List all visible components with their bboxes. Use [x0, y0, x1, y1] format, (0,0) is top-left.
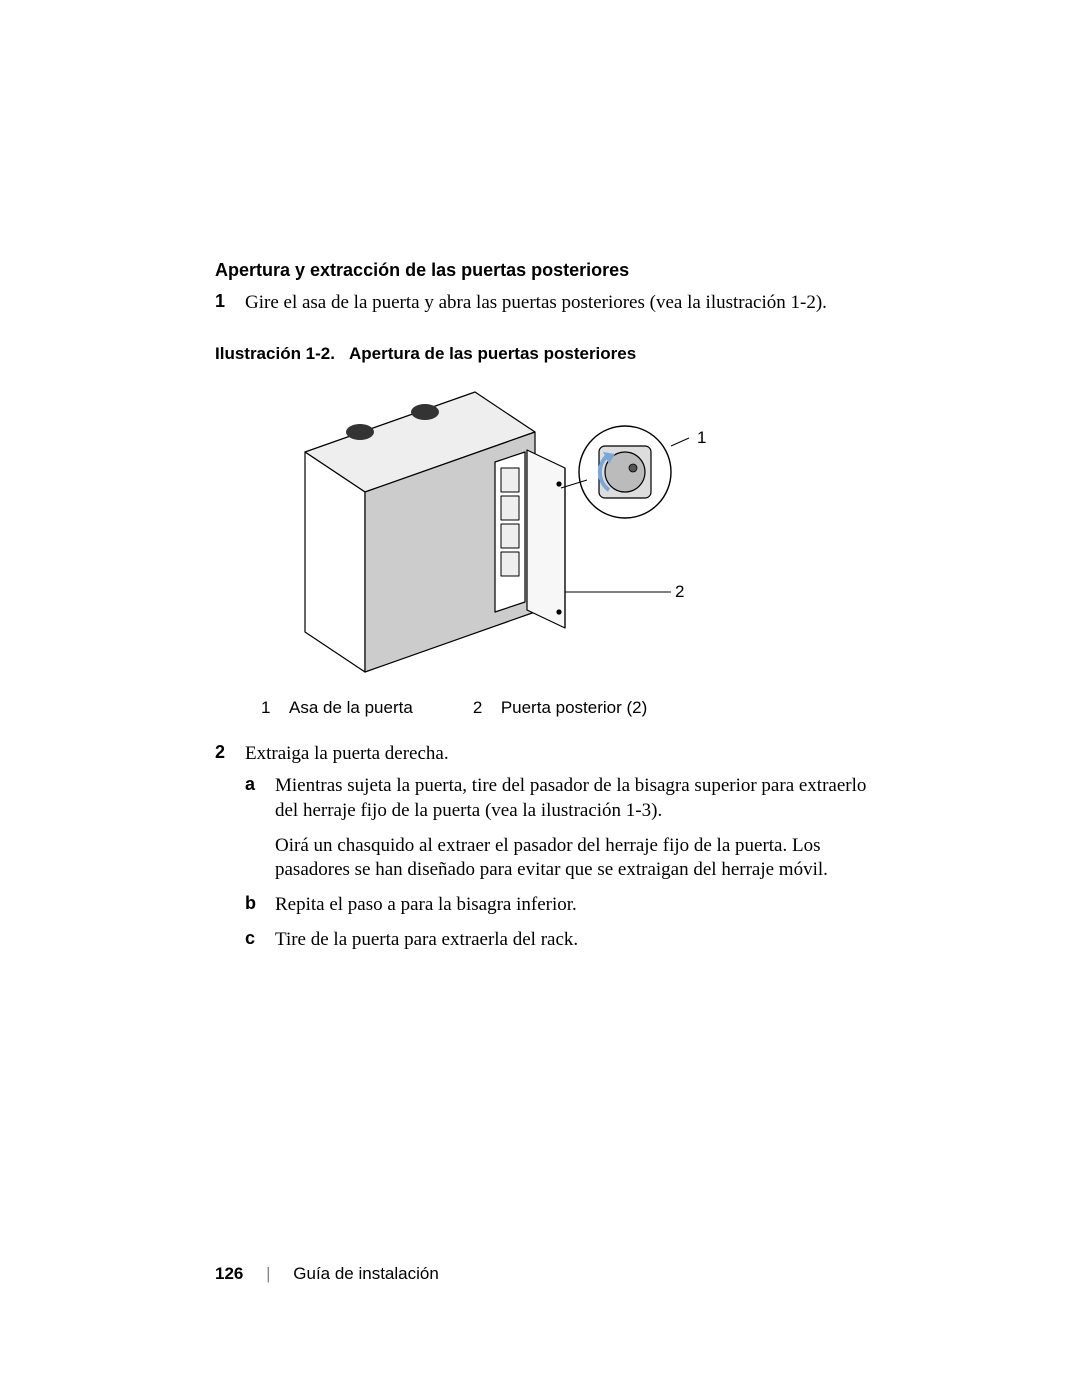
figure-label: Ilustración 1-2.: [215, 344, 335, 363]
legend-text-2: Puerta posterior (2): [501, 698, 647, 718]
step-2a-note: Oirá un chasquido al extraer el pasador …: [275, 834, 870, 883]
callout-1: 1: [697, 428, 706, 448]
step-number: 1: [215, 291, 245, 316]
legend-num-1: 1: [261, 698, 289, 718]
footer-separator: |: [266, 1264, 270, 1283]
figure-illustration: 1 2: [215, 372, 870, 692]
section-heading: Apertura y extracción de las puertas pos…: [215, 260, 870, 281]
figure-title: Apertura de las puertas posteriores: [349, 344, 636, 363]
page-number: 126: [215, 1264, 243, 1283]
legend-num-2: 2: [473, 698, 501, 718]
rack-diagram-icon: [265, 372, 695, 682]
substep-letter: b: [245, 893, 275, 918]
footer-book-title: Guía de instalación: [293, 1264, 439, 1283]
substep-letter: a: [245, 774, 275, 823]
legend-text-1: Asa de la puerta: [289, 698, 413, 718]
substep-text: Tire de la puerta para extraerla del rac…: [275, 928, 870, 953]
step-text: Extraiga la puerta derecha.: [245, 742, 870, 767]
step-text: Gire el asa de la puerta y abra las puer…: [245, 291, 870, 316]
substep-letter: c: [245, 928, 275, 953]
step-number: 2: [215, 742, 245, 767]
step-2a: a Mientras sujeta la puerta, tire del pa…: [245, 774, 870, 823]
page-footer: 126 | Guía de instalación: [215, 1264, 439, 1284]
substep-text: Repita el paso a para la bisagra inferio…: [275, 893, 870, 918]
step-2c: c Tire de la puerta para extraerla del r…: [245, 928, 870, 953]
step-2b: b Repita el paso a para la bisagra infer…: [245, 893, 870, 918]
callout-2: 2: [675, 582, 684, 602]
figure-legend: 1 Asa de la puerta 2 Puerta posterior (2…: [261, 698, 870, 718]
figure-caption: Ilustración 1-2. Apertura de las puertas …: [215, 344, 870, 364]
step-2: 2 Extraiga la puerta derecha.: [215, 742, 870, 767]
step-1: 1 Gire el asa de la puerta y abra las pu…: [215, 291, 870, 316]
substep-text: Mientras sujeta la puerta, tire del pasa…: [275, 774, 870, 823]
document-page: Apertura y extracción de las puertas pos…: [0, 0, 1080, 1397]
